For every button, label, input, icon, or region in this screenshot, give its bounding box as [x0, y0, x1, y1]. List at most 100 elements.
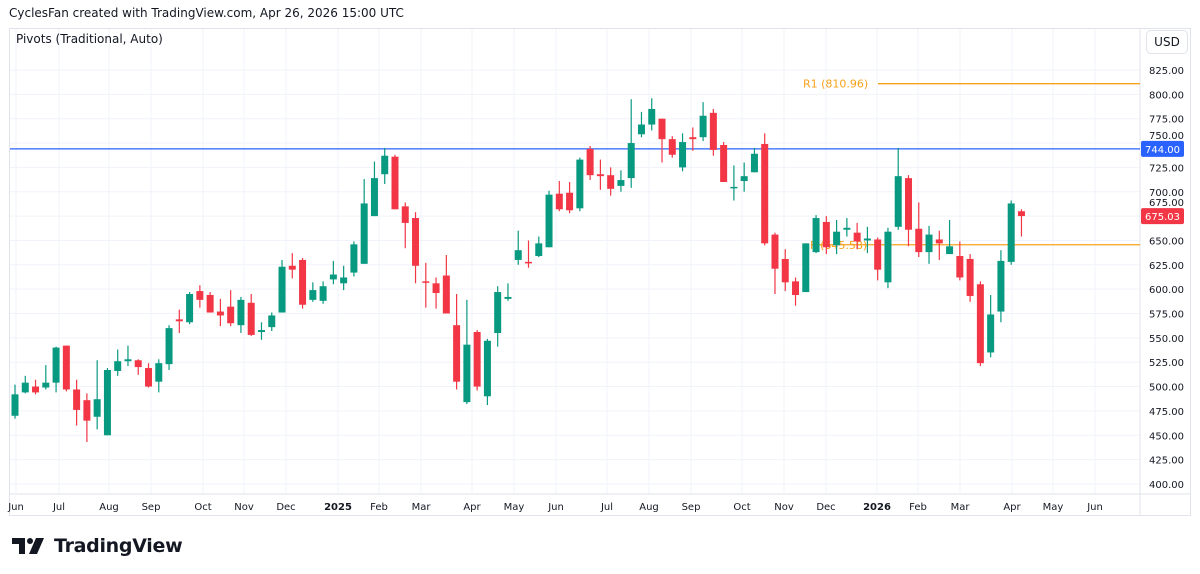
- y-tick-label: 575.00: [1149, 310, 1184, 321]
- candle-body: [319, 286, 327, 301]
- candle-body: [453, 325, 461, 382]
- last-price-label: 675.03: [1145, 212, 1180, 223]
- candle-body: [884, 231, 892, 283]
- y-tick-label: 775.00: [1149, 115, 1184, 126]
- candle: [935, 230, 943, 260]
- candle: [453, 294, 461, 390]
- candle: [175, 309, 183, 333]
- candle-body: [709, 112, 717, 150]
- candle: [668, 136, 676, 158]
- candle: [514, 230, 522, 265]
- candle: [370, 161, 378, 217]
- candle-body: [781, 258, 789, 283]
- candle: [781, 249, 789, 292]
- candle: [401, 202, 409, 249]
- candle: [648, 98, 656, 131]
- candle: [52, 346, 60, 393]
- candle-body: [422, 281, 430, 283]
- candle-body: [145, 368, 153, 387]
- chart-frame: [9, 28, 1191, 516]
- candle-body: [83, 400, 91, 421]
- y-tick-label: 625.00: [1149, 261, 1184, 272]
- indicator-legend[interactable]: Pivots (Traditional, Auto): [16, 32, 163, 46]
- candle-body: [668, 139, 676, 155]
- candle: [720, 142, 728, 183]
- candle: [247, 294, 255, 336]
- candle: [32, 379, 40, 395]
- candle: [442, 255, 450, 314]
- candle: [689, 127, 697, 151]
- candle-body: [309, 290, 317, 300]
- x-tick-label: 2026: [863, 502, 891, 513]
- candle-body: [596, 174, 604, 177]
- chart-caption: CyclesFan created with TradingView.com, …: [9, 6, 404, 20]
- candle-body: [257, 330, 265, 333]
- candle: [915, 202, 923, 258]
- candle: [381, 147, 389, 184]
- candle-body: [648, 108, 656, 125]
- candle: [504, 283, 512, 301]
- candle-body: [679, 142, 687, 168]
- candle-body: [278, 266, 286, 313]
- candle: [62, 345, 70, 392]
- x-tick-label: Apr: [1003, 502, 1021, 513]
- x-tick-label: Oct: [733, 502, 750, 513]
- candle: [843, 218, 851, 237]
- candle: [607, 167, 615, 196]
- candle: [145, 363, 153, 388]
- candle-body: [987, 314, 995, 353]
- candle: [114, 349, 122, 376]
- candle: [586, 145, 594, 181]
- candle-body: [586, 148, 594, 176]
- candle-body: [935, 239, 943, 244]
- x-tick-label: Aug: [639, 502, 659, 513]
- x-tick-label: 2025: [324, 502, 352, 513]
- candle: [925, 225, 933, 264]
- y-tick-label: 725.00: [1149, 163, 1184, 174]
- candle: [463, 299, 471, 405]
- candle: [884, 227, 892, 289]
- candle-body: [761, 144, 769, 244]
- candle-body: [504, 296, 512, 299]
- candle: [596, 159, 604, 190]
- y-tick-label: 700.00: [1149, 188, 1184, 199]
- candle: [350, 241, 358, 277]
- candle: [391, 154, 399, 210]
- y-tick-label: 825.00: [1149, 66, 1184, 77]
- candle-body: [689, 137, 697, 140]
- x-tick-label: Jul: [600, 502, 613, 513]
- candle: [83, 393, 91, 443]
- candle: [771, 232, 779, 295]
- candle-body: [750, 153, 758, 173]
- tradingview-logo[interactable]: TradingView: [12, 535, 183, 557]
- candle: [740, 162, 748, 192]
- candle-body: [1007, 203, 1015, 262]
- candle: [617, 170, 625, 192]
- candle: [73, 379, 81, 426]
- pivot-label-r1: R1 (810.96): [803, 78, 868, 91]
- candle: [627, 99, 635, 188]
- tradingview-logo-icon: [12, 538, 44, 554]
- x-tick-label: May: [1043, 502, 1064, 513]
- candle-body: [165, 328, 173, 365]
- candle-body: [350, 244, 358, 273]
- candle-body: [843, 227, 851, 230]
- y-tick-label: 550.00: [1149, 334, 1184, 345]
- candle-body: [288, 265, 296, 270]
- candle-body: [904, 178, 912, 230]
- candle-body: [196, 291, 204, 300]
- currency-button[interactable]: USD: [1146, 30, 1188, 54]
- candle: [299, 257, 307, 309]
- x-tick-label: Jun: [547, 502, 564, 513]
- candle-body: [52, 347, 60, 383]
- x-tick-label: Jun: [1086, 502, 1103, 513]
- candle-body: [32, 386, 40, 393]
- candle-body: [658, 118, 666, 140]
- candle-body: [412, 218, 420, 266]
- candle: [555, 181, 563, 212]
- x-tick-label: Feb: [909, 502, 927, 513]
- candle: [412, 212, 420, 284]
- candle-body: [514, 250, 522, 260]
- candle: [268, 312, 276, 332]
